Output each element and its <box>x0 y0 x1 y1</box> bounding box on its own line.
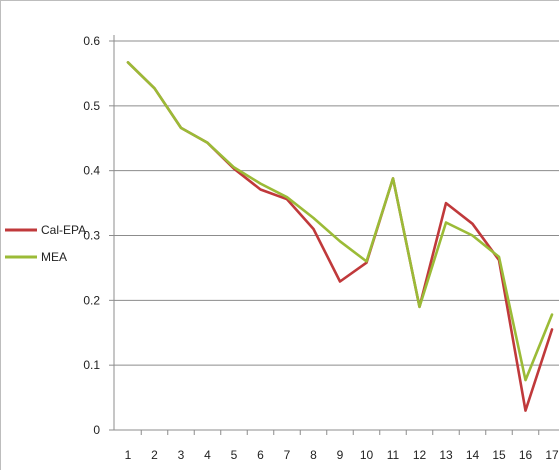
x-tick-label: 16 <box>519 448 533 462</box>
y-tick-label: 0.4 <box>83 164 100 178</box>
legend-label: Cal-EPA <box>41 223 86 237</box>
series-lines <box>126 61 554 412</box>
x-tick-label: 1 <box>125 448 132 462</box>
y-tick-label: 0 <box>93 423 100 437</box>
y-tick-label: 0.3 <box>83 229 100 243</box>
x-tick-label: 7 <box>284 448 291 462</box>
x-tick-label: 3 <box>178 448 185 462</box>
x-tick-label: 14 <box>466 448 480 462</box>
gridlines <box>114 40 559 366</box>
series-line <box>126 61 554 382</box>
y-tick-label: 0.5 <box>83 99 100 113</box>
x-tick-label: 13 <box>439 448 453 462</box>
x-tick-label: 4 <box>204 448 211 462</box>
x-tick-label: 5 <box>231 448 238 462</box>
x-tick-label: 11 <box>387 448 400 462</box>
y-tick-label: 0.2 <box>83 293 100 307</box>
x-tick-label: 15 <box>492 448 506 462</box>
axes: 00.10.20.30.40.50.61 2 3 4 5 6 7 8 9 10 11 12 13 14 15… <box>83 34 559 462</box>
x-tick-label: 6 <box>257 448 264 462</box>
y-tick-label: 0.6 <box>83 34 100 48</box>
x-tick-label: 8 <box>310 448 317 462</box>
x-tick-label: 10 <box>360 448 374 462</box>
x-tick-label: 2 <box>151 448 158 462</box>
legend: Cal-EPA MEA <box>5 223 86 264</box>
x-tick-label: 9 <box>337 448 344 462</box>
y-tick-label: 0.1 <box>83 358 100 372</box>
x-tick-label: 17 <box>545 448 559 462</box>
x-tick-label: 12 <box>413 448 427 462</box>
legend-label: MEA <box>41 250 67 264</box>
series-line <box>126 61 554 412</box>
